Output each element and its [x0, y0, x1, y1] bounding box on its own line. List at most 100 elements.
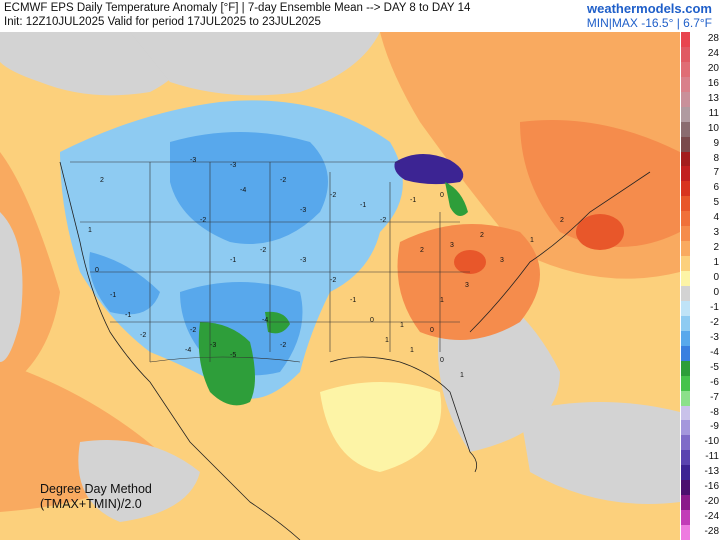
anomaly-label: 2	[420, 247, 424, 254]
legend-entry: -13	[681, 465, 720, 481]
lake-michigan-anomaly	[445, 182, 468, 216]
legend-entry: 9	[681, 136, 720, 152]
legend-entry: 13	[681, 91, 720, 107]
anomaly-label: -3	[300, 207, 306, 214]
anomaly-label: 1	[460, 372, 464, 379]
legend-swatch	[681, 360, 690, 376]
anomaly-label: -2	[330, 277, 336, 284]
legend-entry: 10	[681, 121, 720, 137]
anomaly-label: -2	[280, 342, 286, 349]
legend-swatch	[681, 480, 690, 496]
coastlines	[59, 161, 651, 540]
legend-label: -20	[704, 496, 719, 508]
legend-swatch	[681, 32, 690, 47]
legend-entry: -5	[681, 360, 720, 376]
legend-swatch	[681, 136, 690, 152]
legend-label: -16	[704, 481, 719, 493]
legend-entry: 24	[681, 46, 720, 62]
anomaly-label: -1	[350, 297, 356, 304]
anomaly-label: 2	[480, 232, 484, 239]
gulf-coastline	[329, 356, 478, 473]
anomaly-label: -3	[190, 157, 196, 164]
atlantic-canada-warm-zone	[520, 120, 680, 247]
legend-entry: 3	[681, 226, 720, 242]
legend-entry: -20	[681, 495, 720, 511]
legend-swatch	[681, 435, 690, 451]
legend-swatch	[681, 121, 690, 137]
legend-entry: -24	[681, 510, 720, 526]
legend-entry: -6	[681, 375, 720, 391]
legend-entry: -9	[681, 420, 720, 436]
anomaly-label: 1	[385, 337, 389, 344]
legend-label: 4	[713, 212, 719, 224]
anomaly-label: -4	[185, 347, 191, 354]
legend-swatch	[681, 46, 690, 62]
legend-label: 9	[713, 137, 719, 149]
pacific-coastline	[59, 161, 301, 540]
anomaly-label: -2	[280, 177, 286, 184]
anomaly-label: -2	[190, 327, 196, 334]
legend-label: 3	[713, 227, 719, 239]
legend-swatch	[681, 465, 690, 481]
anomaly-label: -1	[125, 312, 131, 319]
method-annotation: Degree Day Method (TMAX+TMIN)/2.0	[40, 482, 152, 512]
legend-swatch	[681, 181, 690, 197]
legend-label: 20	[707, 62, 719, 74]
method-line-1: Degree Day Method	[40, 482, 152, 496]
legend-swatch	[681, 315, 690, 331]
legend-label: 28	[707, 33, 719, 44]
init-valid-period: Init: 12Z10JUL2025 Valid for period 17JU…	[4, 16, 321, 28]
legend-label: -9	[710, 421, 719, 433]
anomaly-label: -4	[262, 317, 268, 324]
anomaly-label: 1	[530, 237, 534, 244]
legend-label: 1	[713, 257, 719, 269]
legend-swatch	[681, 106, 690, 122]
legend-swatch	[681, 450, 690, 466]
legend-label: 2	[713, 242, 719, 254]
anomaly-label: -1	[230, 257, 236, 264]
legend-swatch	[681, 345, 690, 361]
anomaly-label: -3	[300, 257, 306, 264]
anomaly-label: -1	[410, 197, 416, 204]
caribbean-neutral-zone	[520, 402, 680, 504]
anomaly-label: 2	[100, 177, 104, 184]
legend-swatch	[681, 390, 690, 406]
legend-label: -6	[710, 376, 719, 388]
legend-label: -28	[704, 526, 719, 538]
legend-entry: 20	[681, 61, 720, 77]
plains-green-anomaly	[265, 311, 290, 334]
legend-label: -24	[704, 511, 719, 523]
legend-label: 7	[713, 167, 719, 179]
legend-entry: 0	[681, 271, 720, 286]
southwest-green-anomaly	[198, 322, 255, 406]
legend-swatch	[681, 375, 690, 391]
legend-entry: -3	[681, 330, 720, 346]
legend-swatch	[681, 151, 690, 167]
color-legend: 28 24 20 16 13 11 10 9 8 7 6 5 4 3 2 1 0 0 -1 -2 -3 -4 -5 -6 -7-…	[681, 32, 720, 540]
great-lakes-cold-core	[394, 153, 464, 185]
anomaly-label: -2	[260, 247, 266, 254]
brand-link[interactable]: weathermodels.com	[587, 1, 712, 16]
gulf-neutral-zone	[320, 382, 442, 472]
legend-label: 6	[713, 182, 719, 194]
legend-label: -2	[710, 316, 719, 328]
atlantic-coastline	[469, 171, 651, 333]
legend-swatch	[681, 271, 690, 286]
legend-entry: 6	[681, 181, 720, 197]
border-us-mexico	[149, 356, 301, 363]
legend-entry: 1	[681, 256, 720, 272]
anomaly-label: -2	[330, 192, 336, 199]
legend-label: -5	[710, 361, 719, 373]
ohio-valley-warm-zone	[397, 224, 540, 340]
anomaly-label: -4	[240, 187, 246, 194]
anomaly-label: -2	[380, 217, 386, 224]
legend-swatch	[681, 241, 690, 257]
legend-swatch	[681, 405, 690, 421]
legend-label: 0	[713, 272, 719, 284]
legend-swatch	[681, 330, 690, 346]
legend-swatch	[681, 226, 690, 242]
legend-entry: 4	[681, 211, 720, 227]
method-line-2: (TMAX+TMIN)/2.0	[40, 497, 142, 511]
northern-plains-cold-zone	[170, 132, 328, 244]
legend-entry: 28	[681, 32, 720, 47]
